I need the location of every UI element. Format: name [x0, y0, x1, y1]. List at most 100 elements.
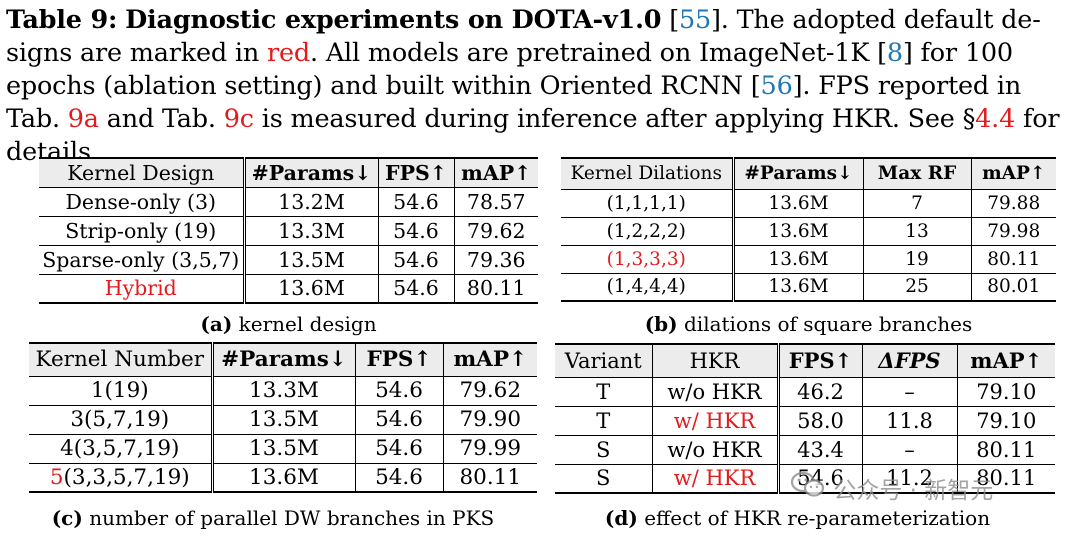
header-map: mAP↑ — [970, 158, 1056, 190]
header-kernel-number: Kernel Number — [29, 343, 212, 377]
subcaption-text: kernel design — [238, 312, 377, 336]
cell-map: 78.57 — [453, 187, 538, 216]
caption-red-word: red — [267, 38, 311, 68]
cell-dilation: (1,1,1,1) — [606, 192, 686, 214]
cell-delta-fps: 11.2 — [861, 463, 957, 493]
cell-params: 13.6M — [242, 273, 378, 303]
cell-kernel-design-default: Hybrid — [39, 273, 244, 303]
cell-map: 79.10 — [956, 377, 1055, 406]
cell-params: 13.6M — [731, 244, 863, 273]
cell-map: 80.11 — [453, 273, 538, 303]
header-params: #Params↓ — [210, 343, 355, 377]
subcaption-label: (d) — [604, 506, 638, 530]
cell-params: 13.5M — [210, 433, 355, 463]
table-ref-link-9a[interactable]: 9a — [67, 104, 99, 134]
cell-dilation: (1,2,2,2) — [561, 216, 733, 245]
caption-text: . FPS reported in Tab. — [6, 71, 1022, 134]
cell-dilation: (1,4,4,4) — [561, 272, 733, 301]
cell-map: 79.90 — [442, 404, 537, 434]
cell-delta-fps: – — [861, 377, 957, 406]
table-caption: Table 9: Diagnostic experiments on DOTA-… — [6, 5, 1060, 167]
cell-params: 13.6M — [731, 189, 863, 217]
cell-delta-fps: 11.8 — [861, 405, 957, 435]
caption-title: Diagnostic experiments on DOTA-v1.0 — [125, 5, 662, 35]
header-map: mAP↑ — [453, 158, 538, 188]
section-ref-link[interactable]: 4.4 — [975, 104, 1016, 134]
cell-map: 79.36 — [453, 244, 538, 274]
header-map: mAP↑ — [442, 343, 537, 377]
cell-map: 80.11 — [970, 244, 1056, 273]
table-row: 1(19) 13.3M 54.6 79.62 — [29, 376, 537, 405]
cell-fps: 54.6 — [354, 462, 443, 492]
subcaption-d: (d) effect of HKR re-parameterization — [540, 506, 1055, 530]
table-row: (1,2,2,2) 13.6M 13 79.98 — [561, 216, 1056, 245]
header-params: #Params↓ — [731, 158, 863, 190]
cell-params: 13.6M — [731, 272, 863, 301]
cell-hkr: w/o HKR — [651, 377, 778, 406]
header-delta-fps: ΔFPS — [861, 344, 957, 378]
cell-fps: 43.4 — [776, 434, 862, 464]
header-map: mAP↑ — [956, 344, 1055, 378]
table-kernel-number: Kernel Number #Params↓ FPS↑ mAP↑ 1(19) 1… — [29, 342, 537, 493]
cell-map: 79.99 — [442, 433, 537, 463]
caption-text: . The adopted default de-signs are marke… — [6, 5, 1041, 68]
cell-kernel-number: 4(3,5,7,19) — [29, 433, 212, 463]
cell-map: 79.88 — [970, 189, 1056, 217]
caption-text: . All models are pretrained on ImageNet-… — [310, 38, 870, 68]
cell-params: 13.6M — [731, 216, 863, 245]
header-max-rf: Max RF — [862, 158, 971, 190]
cell-kernel-number: 3(5,7,19) — [29, 404, 212, 434]
cell-max-rf: 7 — [862, 189, 971, 217]
cell-fps: 54.6 — [354, 433, 443, 463]
cell-params: 13.5M — [242, 244, 378, 274]
cell-hkr: w/o HKR — [651, 434, 778, 464]
table-row-default: T w/ HKR 58.0 11.8 79.10 — [555, 405, 1055, 435]
cell-kernel-design: Strip-only (19) — [39, 215, 244, 245]
table-row: (1,4,4,4) 13.6M 25 80.01 — [561, 272, 1056, 301]
subcaption-b: (b) dilations of square branches — [561, 312, 1056, 336]
table-row: S w/o HKR 43.4 – 80.11 — [555, 434, 1055, 464]
citation-link-imagenet[interactable]: 8 — [886, 38, 903, 68]
kernel-sizes: (3,3,5,7,19) — [63, 464, 190, 490]
watermark-text: 公众号 · 新智元 — [833, 478, 994, 504]
cell-max-rf: 19 — [862, 244, 971, 273]
header-hkr: HKR — [651, 344, 778, 378]
header-kernel-dilations: Kernel Dilations — [561, 158, 733, 190]
caption-text: and Tab. — [106, 104, 216, 134]
cell-map: 79.62 — [442, 376, 537, 405]
header-variant: Variant — [555, 344, 652, 378]
subcaption-label: (b) — [644, 312, 678, 336]
table-hkr-effect: Variant HKR FPS↑ ΔFPS mAP↑ T w/o HKR 46.… — [555, 343, 1055, 494]
cell-dilation-default: (1,3,3,3) — [561, 244, 733, 273]
cell-fps: 58.0 — [776, 405, 862, 435]
caption-text: for 100 epochs (ablation setting) and bu… — [6, 38, 1013, 101]
table-row: (1,1,1,1) 13.6M 7 79.88 — [561, 189, 1056, 217]
header-params: #Params↓ — [242, 158, 378, 188]
cell-fps: 54.6 — [377, 244, 454, 274]
cell-map: 80.01 — [970, 272, 1056, 301]
subcaption-label: (c) — [51, 506, 83, 530]
header-fps: FPS↑ — [377, 158, 454, 188]
cell-map: 80.11 — [956, 463, 1055, 493]
cell-max-rf: 13 — [862, 216, 971, 245]
cell-kernel-design: Dense-only (3) — [65, 189, 217, 214]
caption-label: Table 9: — [6, 5, 118, 35]
cell-variant: S — [555, 463, 652, 493]
cell-variant: T — [555, 405, 652, 435]
subcaption-text: effect of HKR re-parameterization — [644, 506, 991, 530]
cell-fps: 54.6 — [377, 187, 454, 216]
cell-params: 13.5M — [210, 404, 355, 434]
subcaption-c: (c) number of parallel DW branches in PK… — [19, 506, 527, 530]
cell-params: 13.3M — [210, 376, 355, 405]
cell-map: 80.11 — [442, 462, 537, 492]
citation-link-rcnn[interactable]: 56 — [760, 71, 793, 101]
default-kernel-count: 5 — [49, 464, 64, 490]
citation-link-dota[interactable]: 55 — [678, 5, 712, 35]
header-fps: FPS↑ — [776, 344, 862, 378]
cell-params: 13.2M — [242, 187, 378, 216]
table-ref-link-9c[interactable]: 9c — [223, 104, 254, 134]
header-kernel-design: Kernel Design — [39, 158, 244, 188]
cell-delta-fps: – — [861, 434, 957, 464]
cell-fps: 46.2 — [776, 377, 862, 406]
table-row: Sparse-only (3,5,7) 13.5M 54.6 79.36 — [39, 244, 538, 274]
